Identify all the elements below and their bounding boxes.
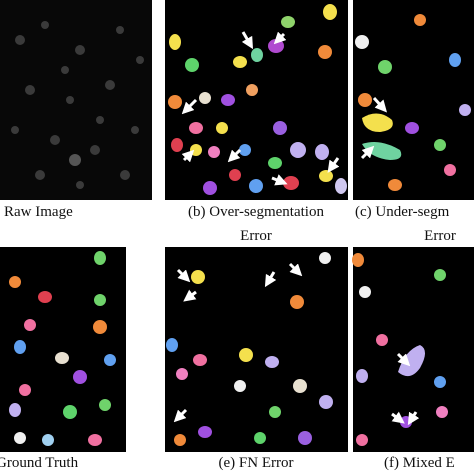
caption: Raw Image <box>4 204 73 220</box>
panel-under-segmentation <box>353 0 474 200</box>
caption: Error <box>240 228 272 244</box>
caption: Ground Truth <box>0 455 79 471</box>
panel-raw-image <box>0 0 152 200</box>
caption: (b) Over-segmentation <box>188 204 324 220</box>
caption: Error <box>424 228 456 244</box>
panel-fn-error <box>165 247 348 452</box>
panel-over-segmentation <box>165 0 348 200</box>
caption: (e) FN Error <box>219 455 294 471</box>
caption: (c) Under-segm <box>355 204 450 220</box>
caption: (f) Mixed E <box>384 455 455 471</box>
panel-ground-truth <box>0 247 126 452</box>
panel-mixed-error <box>352 247 474 452</box>
